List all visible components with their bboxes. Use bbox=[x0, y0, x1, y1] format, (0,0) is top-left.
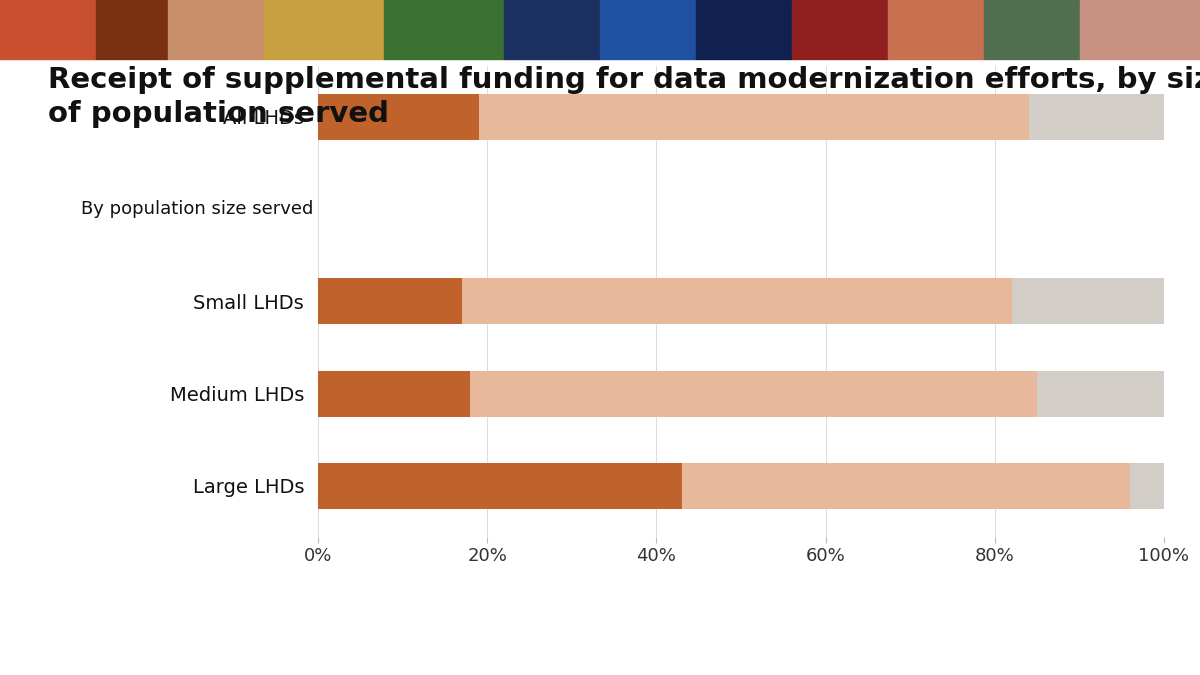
Bar bbox=[318, 94, 479, 140]
Bar bbox=[696, 0, 792, 59]
Bar bbox=[318, 371, 470, 416]
Text: Receipt of supplemental funding for data modernization efforts, by size
of popul: Receipt of supplemental funding for data… bbox=[48, 66, 1200, 128]
Text: NACCHO: NACCHO bbox=[48, 603, 174, 629]
Bar bbox=[96, 0, 168, 59]
Bar bbox=[1037, 371, 1164, 416]
Bar bbox=[682, 463, 1130, 509]
Bar bbox=[0, 0, 96, 59]
Bar bbox=[264, 0, 384, 59]
Text: TM: TM bbox=[178, 595, 188, 601]
Text: By population size served: By population size served bbox=[82, 200, 313, 218]
Bar bbox=[792, 0, 888, 59]
Bar bbox=[600, 0, 696, 59]
Text: FORCES of
CHANGE: FORCES of CHANGE bbox=[1050, 609, 1140, 643]
Text: National Association of County & City Health Officials: National Association of County & City He… bbox=[48, 646, 290, 655]
Bar bbox=[504, 0, 600, 59]
Bar bbox=[470, 371, 1037, 416]
Bar bbox=[318, 463, 682, 509]
Bar bbox=[984, 0, 1080, 59]
Bar bbox=[479, 94, 1028, 140]
Bar bbox=[1130, 463, 1164, 509]
Bar bbox=[168, 0, 264, 59]
Bar bbox=[318, 278, 462, 325]
Bar bbox=[384, 0, 504, 59]
Legend: Received funding, Did not receive funding, Do not know: Received funding, Did not receive fundin… bbox=[497, 0, 1154, 5]
Bar bbox=[462, 278, 1012, 325]
Bar bbox=[1012, 278, 1164, 325]
Bar bbox=[1080, 0, 1200, 59]
Bar bbox=[888, 0, 984, 59]
Bar bbox=[1028, 94, 1164, 140]
